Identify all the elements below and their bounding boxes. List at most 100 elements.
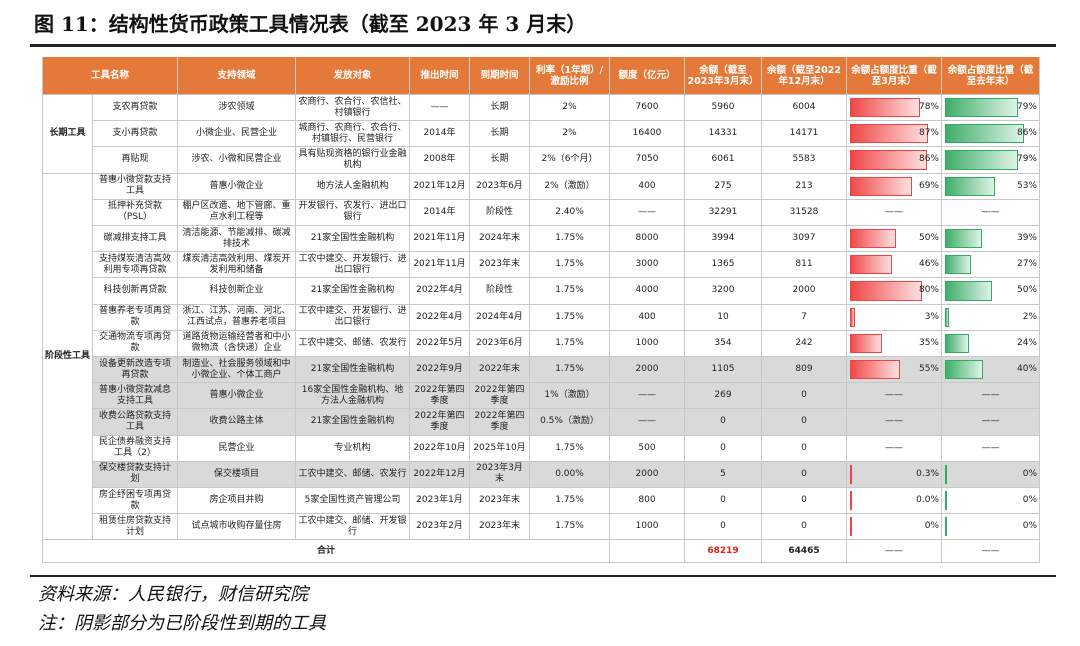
cell: 收费公路主体 [178,409,296,436]
cell: 811 [762,252,847,279]
tool-name: 支持煤炭清洁高效利用专项再贷款 [93,252,178,279]
tool-name: 科技创新再贷款 [93,278,178,305]
header-cell: 余额占额度比重（截至去年末） [942,57,1040,95]
cell: 2000 [762,278,847,305]
header-cell: 额度（亿元） [610,57,685,95]
cell: —— [942,409,1040,436]
ratio-cell: 35% [847,330,942,357]
ratio-label: 0% [1022,495,1037,506]
cell: 2000 [610,357,685,384]
ratio-cell: 24% [942,330,1040,357]
ratio-cell: 78% [847,95,942,122]
cell: 800 [610,488,685,515]
cell: 6061 [685,147,762,174]
tool-name: 保交楼贷款支持计划 [93,461,178,488]
cell: 专业机构 [296,435,410,462]
ratio-bar [850,307,855,327]
group-label: 阶段性工具 [42,173,93,541]
cell: 工农中建交、开发银行、进出口银行 [296,304,410,331]
cell: 1000 [610,514,685,541]
cell: 500 [610,435,685,462]
cell: 棚户区改造、地下管廊、重点水利工程等 [178,199,296,226]
total-cell: 64465 [762,540,847,564]
ratio-bar [850,255,893,275]
cell: 工农中建交、邮储、农发行 [296,461,410,488]
ratio-cell: 0% [942,488,1040,515]
cell: 阶段性 [470,278,530,305]
header-cell: 余额（截至2022年12月末） [762,57,847,95]
cell: 0 [762,488,847,515]
cell: 1.75% [530,488,610,515]
ratio-label: 0% [1022,468,1037,479]
cell: 5583 [762,147,847,174]
cell: 14331 [685,121,762,148]
ratio-bar [945,98,1019,118]
cell: 21家全国性金融机构 [296,278,410,305]
cell: 1.75% [530,278,610,305]
ratio-cell: 50% [847,226,942,253]
cell: 21家全国性金融机构 [296,226,410,253]
cell: 2023年末 [470,488,530,515]
cell: 1105 [685,357,762,384]
tool-name: 设备更新改造专项再贷款 [93,357,178,384]
cell: 清洁能源、节能减排、碳减排技术 [178,226,296,253]
cell: 16家全国性金融机构、地方法人金融机构 [296,383,410,410]
ratio-cell: 2% [942,304,1040,331]
cell: 2022年第四季度 [410,383,470,410]
cell: 1000 [610,330,685,357]
cell: 涉农领域 [178,95,296,122]
total-label: 合计 [42,540,610,564]
ratio-bar [945,255,972,275]
cell [610,540,685,564]
cell: 8000 [610,226,685,253]
cell: 1%（激励） [530,383,610,410]
ratio-label: 79% [1016,102,1037,113]
total-cell: 68219 [685,540,762,564]
cell: 民营企业 [178,435,296,462]
ratio-bar [945,333,969,353]
tool-name: 民企债券融资支持工具（2） [93,435,178,462]
cell: 房企项目并购 [178,488,296,515]
cell: 16400 [610,121,685,148]
cell: 5家全国性资产管理公司 [296,488,410,515]
cell: 保交楼项目 [178,461,296,488]
ratio-bar [945,464,947,484]
cell: 地方法人金融机构 [296,173,410,200]
tool-name: 交通物流专项再贷款 [93,330,178,357]
cell: 0 [762,461,847,488]
cell: 2023年末 [470,252,530,279]
ratio-label: 24% [1016,337,1037,348]
cell: 354 [685,330,762,357]
cell: 2.40% [530,199,610,226]
cell: 2023年6月 [470,330,530,357]
cell: —— [610,409,685,436]
cell: 213 [762,173,847,200]
cell: 275 [685,173,762,200]
cell: —— [847,409,942,436]
ratio-label: 87% [918,128,939,139]
cell: 2022年第四季度 [470,383,530,410]
footer-rule [30,575,1056,577]
total-cell: —— [847,540,942,564]
ratio-cell: 86% [942,121,1040,148]
ratio-label: 79% [1016,154,1037,165]
ratio-label: 55% [918,364,939,375]
cell: 1.75% [530,330,610,357]
cell: 长期 [470,147,530,174]
cell: 2000 [610,461,685,488]
ratio-label: 0.3% [916,468,939,479]
cell: 0 [762,383,847,410]
cell: 242 [762,330,847,357]
header-cell: 利率（1年期）/激励比例 [530,57,610,95]
cell: 科技创新企业 [178,278,296,305]
cell: 1.75% [530,435,610,462]
cell: 2025年10月 [470,435,530,462]
cell: 2008年 [410,147,470,174]
ratio-bar [850,124,928,144]
ratio-bar [945,491,947,511]
cell: 2022年4月 [410,278,470,305]
ratio-bar [945,229,983,249]
cell: 32291 [685,199,762,226]
header-cell: 工具名称 [42,57,178,95]
cell: 3200 [685,278,762,305]
